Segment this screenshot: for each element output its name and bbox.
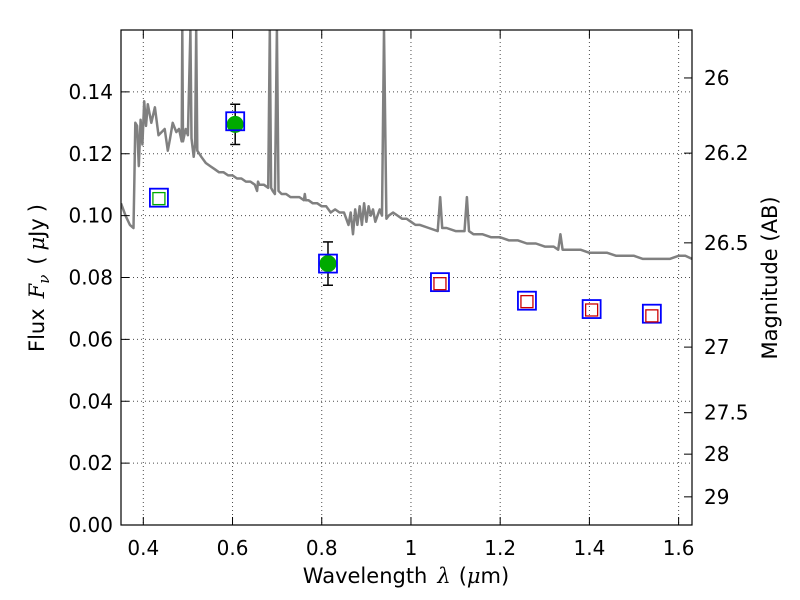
y2-tick-label: 29	[704, 485, 729, 509]
grid	[121, 30, 692, 526]
model-square-outer	[225, 111, 246, 132]
data-point-circle	[319, 255, 337, 273]
x-tick-label: 1.2	[484, 536, 516, 560]
model-square-outer	[149, 187, 169, 208]
y-tick-label: 0.02	[68, 451, 113, 475]
model-square-outer	[641, 303, 662, 324]
ticks: 0.4 0.6 0.8 1 1.2 1.4 1.6 0.00 0.02 0.04 0.06 0.08 0…	[68, 30, 749, 560]
plot-frame	[120, 29, 693, 526]
y2-tick-label: 27.5	[704, 401, 749, 425]
model-square-outer	[581, 299, 602, 319]
model-square-outer	[517, 290, 537, 311]
y-tick-label: 0.08	[68, 266, 113, 290]
y2-tick-label: 26.5	[704, 231, 749, 255]
model-square-inner	[520, 294, 534, 309]
y-tick-label: 0.14	[68, 80, 113, 104]
x-axis-label: Wavelength λ (μm)	[303, 564, 509, 588]
x-tick-label: 0.6	[217, 536, 249, 560]
data-layer	[121, 30, 692, 261]
x-tick-label: 1.6	[663, 536, 695, 560]
marker-layer	[149, 103, 662, 324]
model-square-inner	[645, 309, 659, 323]
data-point-circle	[226, 115, 244, 133]
model-square-outer	[318, 253, 338, 274]
y-tick-label: 0.06	[68, 327, 113, 351]
y2-tick-label: 26.2	[704, 141, 749, 165]
x-tick-label: 1	[405, 536, 418, 560]
y2-axis-label: Magnitude (AB)	[758, 196, 782, 359]
y-tick-label: 0.04	[68, 389, 113, 413]
spectrum-line	[121, 30, 692, 261]
x-tick-label: 0.4	[127, 536, 159, 560]
y2-tick-label: 27	[704, 335, 729, 359]
x-tick-label: 0.8	[306, 536, 338, 560]
y-axis-label: FluxFν(μJy)	[25, 204, 53, 352]
model-square-inner	[433, 277, 447, 291]
y-tick-label: 0.12	[68, 142, 113, 166]
y-tick-label: 0.00	[68, 513, 113, 537]
y2-tick-label: 26	[704, 66, 729, 90]
model-square-inner	[584, 303, 599, 317]
y2-tick-label: 28	[704, 442, 729, 466]
y-tick-label: 0.10	[68, 204, 113, 228]
model-square-inner	[152, 191, 166, 206]
x-tick-label: 1.4	[573, 536, 605, 560]
model-square-outer	[430, 272, 450, 293]
